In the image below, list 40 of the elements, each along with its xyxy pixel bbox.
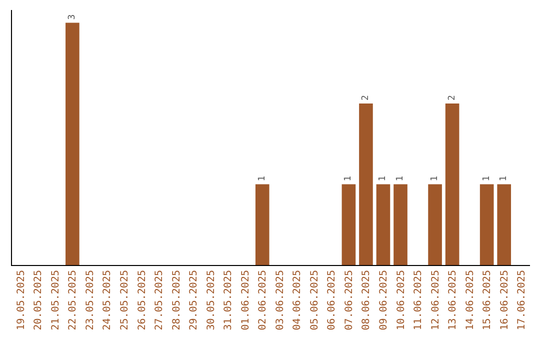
x-tick-label: 19.05.2025 <box>16 270 27 330</box>
x-tick-label: 03.06.2025 <box>274 270 286 330</box>
x-tick-label: 27.05.2025 <box>154 270 166 330</box>
x-tick-label: 09.06.2025 <box>378 270 390 330</box>
x-tick-label: 31.05.2025 <box>223 270 234 330</box>
x-tick-label: 23.05.2025 <box>84 270 96 330</box>
x-tick-label: 26.05.2025 <box>136 270 148 330</box>
x-tick-label: 24.05.2025 <box>102 270 114 330</box>
x-tick-label: 12.06.2025 <box>430 270 442 330</box>
x-tick-label: 06.06.2025 <box>326 270 338 330</box>
x-tick-label: 17.06.2025 <box>516 270 528 330</box>
x-tick-label: 02.06.2025 <box>258 270 269 330</box>
data-label: 2 <box>447 95 458 100</box>
data-label: 1 <box>257 176 268 182</box>
x-tick-label: 20.05.2025 <box>33 270 44 330</box>
data-label: 1 <box>344 176 354 182</box>
x-tick-label: 11.06.2025 <box>413 270 424 330</box>
data-label: 1 <box>499 176 510 182</box>
data-label: 1 <box>482 176 492 182</box>
data-label: 1 <box>430 176 440 182</box>
x-tick-label: 29.05.2025 <box>188 270 200 330</box>
x-tick-label: 16.06.2025 <box>499 270 510 330</box>
x-tick-label: 13.06.2025 <box>448 270 459 330</box>
x-tick-label: 05.06.2025 <box>309 270 320 330</box>
x-tick-label: 08.06.2025 <box>361 270 372 330</box>
x-tick-label: 04.06.2025 <box>292 270 304 330</box>
x-tick-label: 01.06.2025 <box>240 270 252 330</box>
x-tick-label: 22.05.2025 <box>68 270 79 330</box>
x-tick-label: 21.05.2025 <box>50 270 62 330</box>
data-label: 2 <box>360 95 371 100</box>
x-tick-label: 28.05.2025 <box>171 270 182 330</box>
x-tick-label: 25.05.2025 <box>119 270 130 330</box>
data-label: 1 <box>378 176 388 182</box>
data-label: 3 <box>67 14 78 20</box>
x-tick-label: 14.06.2025 <box>464 270 476 330</box>
x-tick-label: 15.06.2025 <box>482 270 494 330</box>
x-tick-label: 10.06.2025 <box>396 270 407 330</box>
data-label: 1 <box>396 176 406 182</box>
x-tick-label: 30.05.2025 <box>206 270 217 330</box>
x-tick-label: 07.06.2025 <box>344 270 355 330</box>
